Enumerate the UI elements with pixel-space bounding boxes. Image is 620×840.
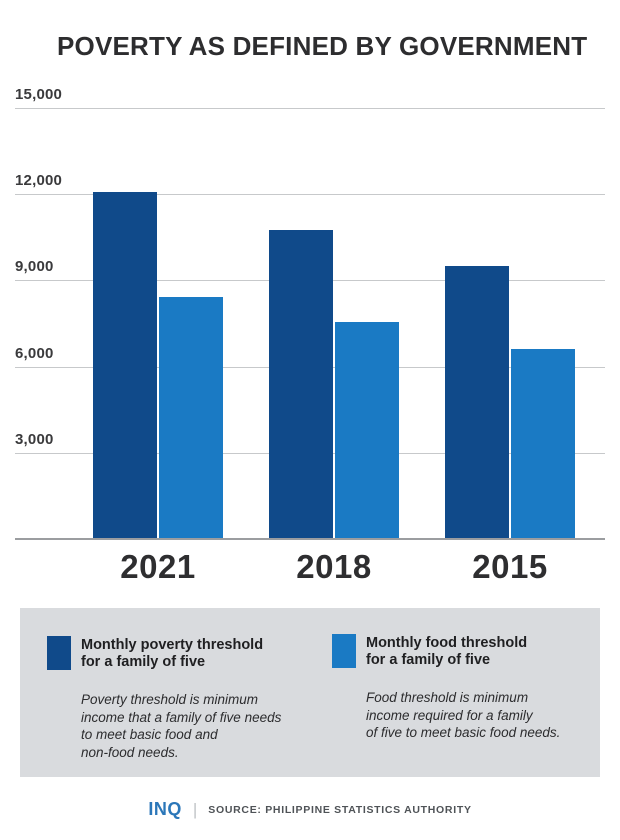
y-axis-label-12000: 12,000 — [15, 172, 63, 190]
bar-food-2021 — [159, 297, 223, 538]
y-axis-label-3000: 3,000 — [15, 430, 54, 448]
bar-poverty-2015 — [445, 266, 509, 538]
page-title: POVERTY AS DEFINED BY GOVERNMENT — [57, 31, 588, 61]
footer-divider: | — [192, 799, 198, 819]
x-axis-baseline — [15, 538, 605, 540]
source-credit: SOURCE: PHILIPPINE STATISTICS AUTHORITY — [208, 803, 472, 816]
food-color-swatch — [332, 634, 356, 668]
x-axis-label-2021: 2021 — [120, 548, 196, 585]
bar-chart-plot-area: 3,000 6,000 9,000 12,000 15,000 — [15, 86, 605, 540]
bar-food-2018 — [335, 321, 399, 538]
inq-logo: INQ — [148, 799, 182, 819]
legend-title-food: Monthly food threshold for a family of f… — [366, 635, 528, 668]
x-axis-labels: 2021 2018 2015 — [93, 548, 575, 586]
x-axis-label-2018: 2018 — [296, 548, 372, 585]
y-axis-label-6000: 6,000 — [15, 344, 54, 362]
bar-groups — [93, 109, 575, 538]
legend-head-poverty: Monthly poverty threshold for a family o… — [47, 636, 281, 670]
gridline-12000 — [15, 194, 605, 196]
bar-group-2021 — [93, 192, 223, 538]
legend-description-food: Food threshold is minimum income require… — [366, 690, 561, 740]
legend-title-poverty: Monthly poverty threshold for a family o… — [81, 637, 264, 670]
poverty-color-swatch — [47, 636, 71, 670]
gridline-15000 — [15, 108, 605, 109]
bar-poverty-2018 — [269, 229, 333, 538]
bar-group-2015 — [445, 266, 575, 538]
legend-item-food: Monthly food threshold for a family of f… — [332, 634, 560, 742]
legend-head-food: Monthly food threshold for a family of f… — [332, 634, 560, 668]
chart-legend: Monthly poverty threshold for a family o… — [20, 608, 600, 777]
bar-food-2015 — [511, 348, 575, 538]
y-axis-label-15000: 15,000 — [15, 86, 63, 103]
bar-poverty-2021 — [93, 192, 157, 538]
legend-description-poverty: Poverty threshold is minimum income that… — [81, 692, 282, 760]
y-axis-label-9000: 9,000 — [15, 258, 54, 276]
legend-item-poverty: Monthly poverty threshold for a family o… — [47, 636, 281, 761]
x-axis-label-2015: 2015 — [472, 548, 548, 585]
footer: INQ | SOURCE: PHILIPPINE STATISTICS AUTH… — [0, 799, 620, 820]
bar-group-2018 — [269, 229, 399, 538]
